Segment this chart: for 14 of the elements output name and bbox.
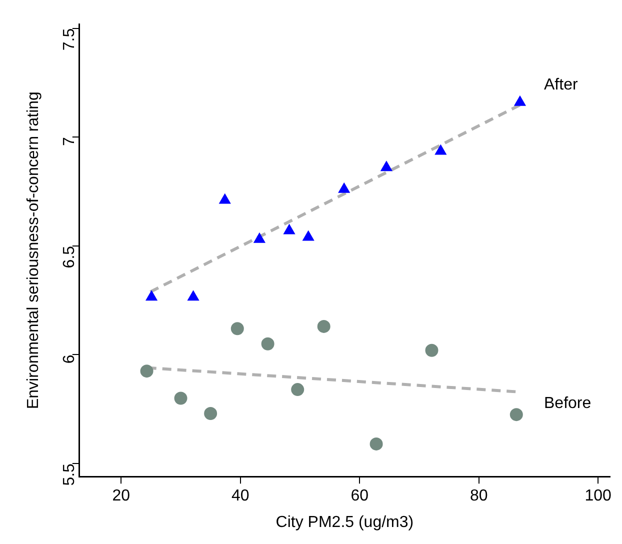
x-axis-title: City PM2.5 (ug/m3) [276,514,414,531]
y-tick-label: 7.5 [60,28,78,51]
x-tick-label: 80 [470,488,488,505]
y-tick-label: 5.5 [60,463,78,486]
x-tick-label: 100 [584,488,612,505]
series-label: After [544,76,578,94]
y-tick-label: 7 [60,137,78,146]
series-label: Before [544,395,592,412]
x-tick-label: 40 [231,488,250,505]
x-tick-label: 20 [112,488,130,505]
y-axis-title: Environmental seriousness-of-concern rating [25,92,42,410]
y-tick-label: 6.5 [60,246,78,268]
x-tick-label: 60 [350,488,369,505]
y-tick-label: 6 [60,354,78,364]
